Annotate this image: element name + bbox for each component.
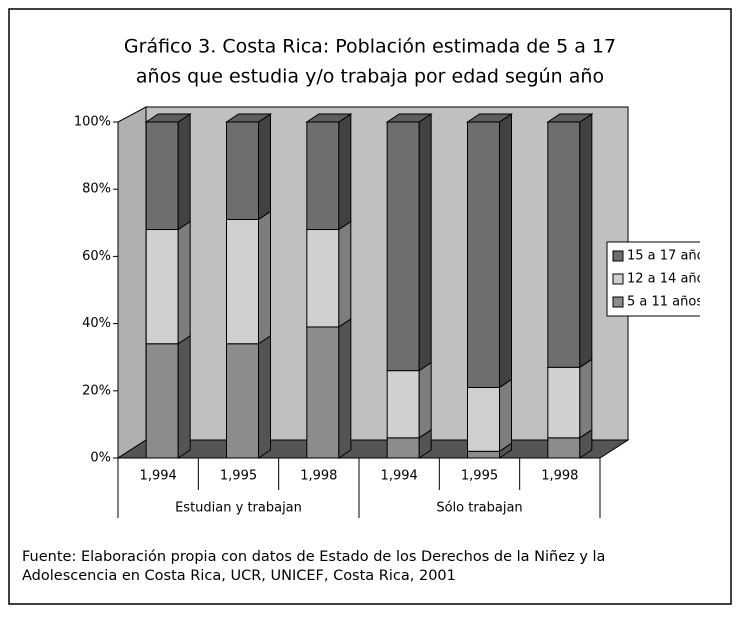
bar-segment — [306, 229, 340, 328]
x-tick-label: 1,998 — [300, 469, 337, 484]
bar-top — [144, 113, 192, 123]
bar-segment — [467, 450, 500, 459]
bar-top — [546, 113, 594, 123]
x-tick-label: 1,994 — [140, 469, 177, 484]
bar-segment — [145, 121, 179, 231]
bar-segment — [226, 343, 259, 459]
chart-title: Gráfico 3. Costa Rica: Población estimad… — [124, 36, 616, 58]
bar-side — [579, 113, 593, 369]
y-tick-label: 40% — [82, 316, 111, 331]
bar-side — [338, 220, 352, 328]
bar-side — [338, 318, 352, 459]
legend-label: 5 a 11 años — [627, 295, 703, 310]
bar-segment — [306, 326, 340, 459]
bar-top — [465, 113, 514, 123]
y-tick-label: 60% — [82, 249, 111, 264]
bar-side — [338, 113, 352, 231]
bar-segment — [226, 218, 259, 345]
x-tick-label: 1,998 — [541, 469, 578, 484]
x-tick-label: 1,995 — [220, 469, 257, 484]
legend: 15 a 17 años 12 a 14 años 5 a 11 años — [606, 241, 712, 317]
source-note: Adolescencia en Costa Rica, UCR, UNICEF,… — [22, 568, 456, 584]
bar-segment — [145, 343, 179, 459]
legend-label: 15 a 17 años — [627, 249, 712, 264]
group-label: Sólo trabajan — [436, 501, 522, 516]
bar-top — [224, 113, 273, 123]
bar-side — [258, 210, 271, 345]
bar-segment — [386, 437, 420, 459]
source-note: Fuente: Elaboración propia con datos de … — [22, 549, 605, 565]
bar-side — [418, 113, 432, 372]
chart-title: años que estudia y/o trabaja por edad se… — [136, 66, 604, 88]
legend-swatch — [612, 273, 624, 285]
bar-segment — [306, 121, 340, 231]
bar-side — [177, 334, 191, 459]
group-label: Estudian y trabajan — [175, 501, 302, 516]
bar-segment — [386, 370, 420, 439]
y-tick-label: 100% — [74, 115, 111, 130]
bar-segment — [547, 121, 581, 368]
bar-side — [258, 113, 271, 221]
bar-top — [385, 113, 433, 123]
legend-swatch — [612, 296, 624, 308]
bar-segment — [547, 366, 581, 439]
bar-side — [418, 361, 432, 439]
y-tick-label: 80% — [82, 182, 111, 197]
bar-segment — [467, 386, 500, 452]
x-tick-label: 1,995 — [461, 469, 498, 484]
bar-top — [305, 113, 353, 123]
bar-side — [499, 378, 512, 453]
bar-segment — [226, 121, 259, 220]
bar-side — [499, 113, 512, 389]
bar-side — [258, 334, 271, 459]
bar-segment — [467, 121, 500, 388]
legend-swatch — [612, 250, 624, 262]
bar-side — [579, 358, 593, 439]
legend-label: 12 a 14 años — [627, 272, 712, 287]
bar-segment — [145, 229, 179, 345]
bar-side — [177, 220, 191, 345]
bar-side — [177, 113, 191, 231]
bar-segment — [386, 121, 420, 372]
y-tick-label: 20% — [82, 383, 111, 398]
side-wall — [117, 106, 147, 459]
x-tick-label: 1,994 — [381, 469, 418, 484]
bar-segment — [547, 437, 581, 459]
y-tick-label: 0% — [90, 451, 111, 466]
